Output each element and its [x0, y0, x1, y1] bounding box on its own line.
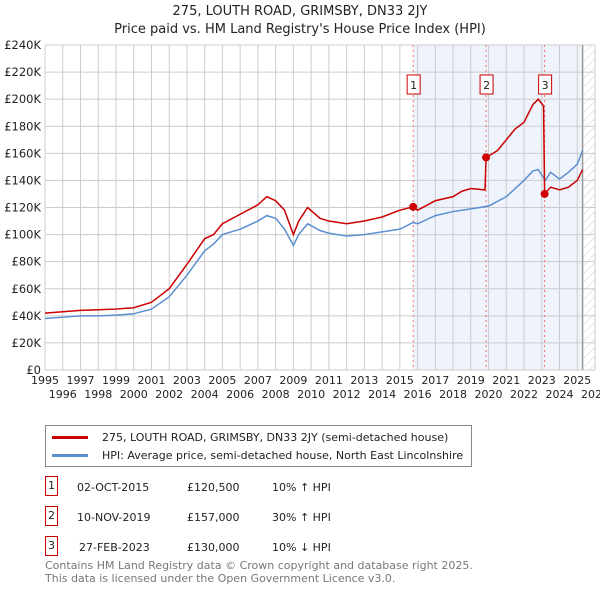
table-row: 1 02-OCT-2015 £120,500 10% ↑ HPI [45, 476, 445, 498]
x-tick-label: 2013 [350, 374, 378, 387]
sale-hpi-diff: 10% ↓ HPI [272, 541, 331, 554]
y-tick-label: £220K [4, 65, 41, 79]
sale-price: £120,500 [187, 481, 240, 494]
sale-label: 1 [410, 79, 417, 92]
x-tick-label: 2006 [226, 388, 254, 401]
price-chart: 1995199619971998199920002001200220032004… [4, 38, 600, 401]
y-tick-label: £160K [4, 146, 41, 160]
y-tick-label: £120K [4, 201, 41, 215]
x-tick-label: 2026 [581, 388, 600, 401]
x-tick-label: 2000 [120, 388, 148, 401]
x-tick-label: 2017 [421, 374, 449, 387]
legend-item-property: 275, LOUTH ROAD, GRIMSBY, DN33 2JY (semi… [52, 429, 463, 445]
footer-licence: This data is licensed under the Open Gov… [45, 572, 396, 585]
x-tick-label: 2014 [368, 388, 396, 401]
x-tick-label: 2004 [191, 388, 219, 401]
x-tick-label: 2023 [528, 374, 556, 387]
x-tick-label: 2010 [297, 388, 325, 401]
y-tick-label: £40K [12, 309, 42, 323]
sale-badge: 1 [45, 476, 58, 496]
x-tick-label: 2020 [475, 388, 503, 401]
legend-swatch-blue [52, 453, 88, 457]
x-tick-label: 1998 [84, 388, 112, 401]
y-tick-label: £240K [4, 38, 41, 52]
x-tick-label: 1995 [31, 374, 59, 387]
x-tick-label: 2007 [244, 374, 272, 387]
y-tick-label: £180K [4, 119, 41, 133]
x-tick-label: 2003 [173, 374, 201, 387]
footer-copyright: Contains HM Land Registry data © Crown c… [45, 559, 473, 572]
x-tick-label: 2024 [546, 388, 574, 401]
y-tick-label: £140K [4, 173, 41, 187]
y-tick-label: £20K [12, 336, 42, 350]
sale-label-box [538, 74, 553, 95]
legend-label: 275, LOUTH ROAD, GRIMSBY, DN33 2JY (semi… [102, 430, 449, 444]
x-tick-label: 2011 [315, 374, 343, 387]
x-tick-label: 2021 [492, 374, 520, 387]
sale-badge: 2 [45, 506, 58, 526]
x-tick-label: 2005 [208, 374, 236, 387]
sale-point [482, 153, 491, 162]
x-tick-label: 2009 [279, 374, 307, 387]
sale-date: 10-NOV-2019 [77, 511, 151, 524]
y-tick-label: £80K [12, 255, 42, 269]
x-tick-label: 2002 [155, 388, 183, 401]
hpi-line [44, 150, 584, 320]
x-tick-label: 2001 [137, 374, 165, 387]
sale-point [540, 189, 549, 198]
sale-label: 3 [542, 79, 549, 92]
x-tick-label: 2018 [439, 388, 467, 401]
y-tick-label: £100K [4, 228, 41, 242]
x-tick-label: 2008 [262, 388, 290, 401]
sale-date: 02-OCT-2015 [77, 481, 150, 494]
sale-label-box [479, 74, 494, 95]
x-tick-label: 1997 [66, 374, 94, 387]
sale-label-box [406, 74, 421, 95]
x-tick-label: 1999 [102, 374, 130, 387]
table-row: 2 10-NOV-2019 £157,000 30% ↑ HPI [45, 506, 445, 528]
sale-label: 2 [483, 79, 490, 92]
legend-item-hpi: HPI: Average price, semi-detached house,… [52, 447, 463, 463]
sale-date: 27-FEB-2023 [79, 541, 150, 554]
legend: 275, LOUTH ROAD, GRIMSBY, DN33 2JY (semi… [45, 425, 473, 467]
price-paid-line [44, 98, 584, 314]
legend-swatch-red [52, 435, 88, 439]
y-tick-label: £60K [12, 282, 42, 296]
sale-hpi-diff: 10% ↑ HPI [272, 481, 331, 494]
x-tick-label: 2012 [333, 388, 361, 401]
sale-hpi-diff: 30% ↑ HPI [272, 511, 331, 524]
sale-price: £157,000 [187, 511, 240, 524]
y-tick-label: £200K [4, 92, 41, 106]
sale-point [409, 202, 418, 211]
footer: Contains HM Land Registry data © Crown c… [45, 559, 473, 585]
chart-subtitle: Price paid vs. HM Land Registry's House … [114, 22, 486, 37]
y-tick-label: £0 [26, 363, 41, 377]
x-tick-label: 2019 [457, 374, 485, 387]
x-tick-label: 2015 [386, 374, 414, 387]
table-row: 3 27-FEB-2023 £130,000 10% ↓ HPI [45, 536, 445, 558]
x-tick-label: 2025 [563, 374, 591, 387]
legend-label: HPI: Average price, semi-detached house,… [102, 448, 464, 462]
x-tick-label: 2016 [404, 388, 432, 401]
x-tick-label: 2022 [510, 388, 538, 401]
chart-title: 275, LOUTH ROAD, GRIMSBY, DN33 2JY [172, 4, 428, 19]
sale-price: £130,000 [187, 541, 240, 554]
sale-badge: 3 [45, 536, 58, 556]
x-tick-label: 1996 [49, 388, 77, 401]
